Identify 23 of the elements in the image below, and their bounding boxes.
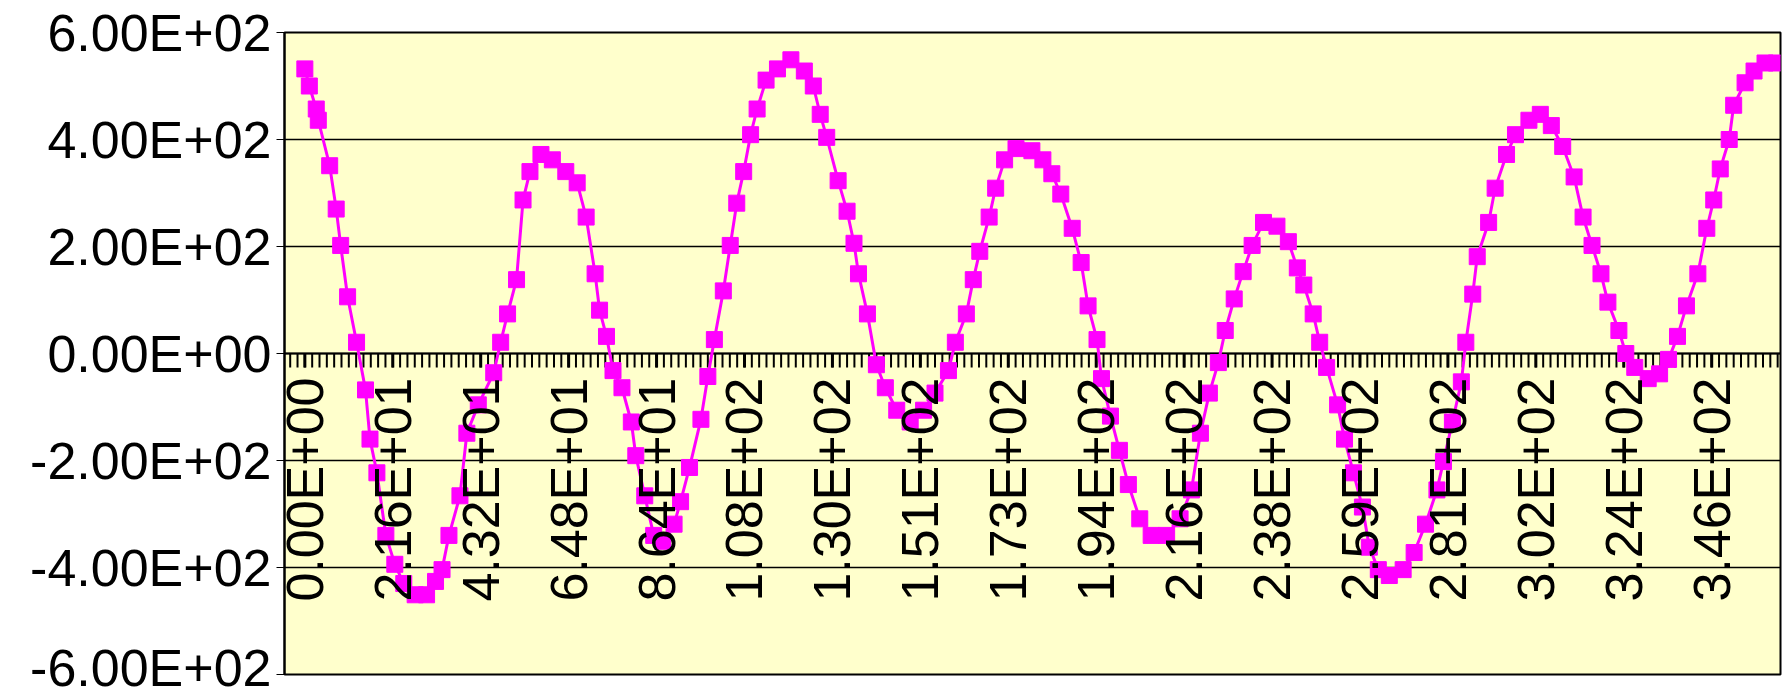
x-tick-label: 3.24E+02 <box>1594 377 1653 602</box>
y-tick-label: 0.00E+00 <box>47 324 272 383</box>
y-tick-label: -2.00E+02 <box>30 431 272 490</box>
y-tick-label: -6.00E+02 <box>30 638 272 696</box>
y-tick-label: 2.00E+02 <box>47 217 272 276</box>
x-tick-label: 2.16E+02 <box>1155 377 1214 602</box>
x-tick-label: 8.64E+01 <box>627 377 686 602</box>
x-tick-label: 6.48E+01 <box>539 377 598 602</box>
x-tick-label: 1.30E+02 <box>803 377 862 602</box>
x-tick-label: 2.81E+02 <box>1418 377 1477 602</box>
x-tick-label: 1.51E+02 <box>891 377 950 602</box>
x-tick-label: 2.59E+02 <box>1330 377 1389 602</box>
x-tick-label: 3.46E+02 <box>1682 377 1741 602</box>
y-tick-label: -4.00E+02 <box>30 538 272 597</box>
y-tick-label: 4.00E+02 <box>47 110 272 169</box>
x-tick-label: 1.08E+02 <box>715 377 774 602</box>
y-tick-label: 6.00E+02 <box>47 3 272 62</box>
x-tick-label: 4.32E+01 <box>451 377 510 602</box>
x-tick-label: 2.38E+02 <box>1243 377 1302 602</box>
x-tick-label: 2.16E+01 <box>363 377 422 602</box>
x-tick-label: 1.94E+02 <box>1067 377 1126 602</box>
x-tick-label: 3.02E+02 <box>1506 377 1565 602</box>
x-tick-label: 1.73E+02 <box>979 377 1038 602</box>
